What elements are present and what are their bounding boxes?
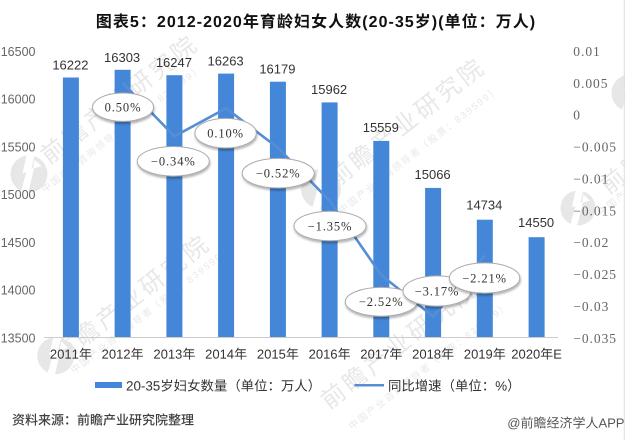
svg-text:−1.35%: −1.35%	[308, 219, 353, 233]
svg-text:0.01: 0.01	[573, 44, 600, 59]
svg-text:−0.025: −0.025	[573, 267, 617, 282]
svg-text:14550: 14550	[518, 215, 554, 230]
svg-text:−0.015: −0.015	[573, 203, 617, 218]
svg-text:15500: 15500	[1, 140, 36, 154]
svg-text:16263: 16263	[208, 54, 244, 69]
svg-text:0: 0	[573, 108, 581, 123]
svg-text:16247: 16247	[156, 55, 192, 70]
svg-text:0.50%: 0.50%	[105, 101, 142, 115]
svg-text:16222: 16222	[52, 58, 88, 73]
svg-text:0.10%: 0.10%	[207, 127, 244, 141]
svg-text:0.005: 0.005	[573, 76, 608, 91]
svg-text:14000: 14000	[1, 284, 36, 298]
svg-text:−0.01: −0.01	[573, 172, 609, 187]
svg-text:16303: 16303	[104, 50, 140, 65]
svg-text:15962: 15962	[311, 82, 347, 97]
svg-text:−0.52%: −0.52%	[256, 167, 301, 181]
svg-text:−0.005: −0.005	[573, 140, 617, 155]
svg-text:14500: 14500	[1, 236, 36, 250]
svg-text:16500: 16500	[1, 45, 36, 59]
svg-text:−0.02: −0.02	[573, 235, 609, 250]
svg-text:13500: 13500	[1, 331, 36, 345]
svg-text:15000: 15000	[1, 188, 36, 202]
svg-text:16179: 16179	[259, 62, 295, 77]
svg-text:16000: 16000	[1, 93, 36, 107]
svg-text:15559: 15559	[363, 120, 399, 135]
svg-text:−3.17%: −3.17%	[415, 284, 460, 298]
svg-text:15066: 15066	[415, 167, 451, 182]
svg-text:−0.035: −0.035	[573, 331, 617, 346]
svg-text:−0.34%: −0.34%	[151, 155, 196, 169]
svg-text:−0.03: −0.03	[573, 299, 609, 314]
svg-text:14734: 14734	[466, 197, 502, 212]
svg-text:−2.21%: −2.21%	[462, 271, 507, 285]
svg-text:−2.52%: −2.52%	[359, 295, 404, 309]
